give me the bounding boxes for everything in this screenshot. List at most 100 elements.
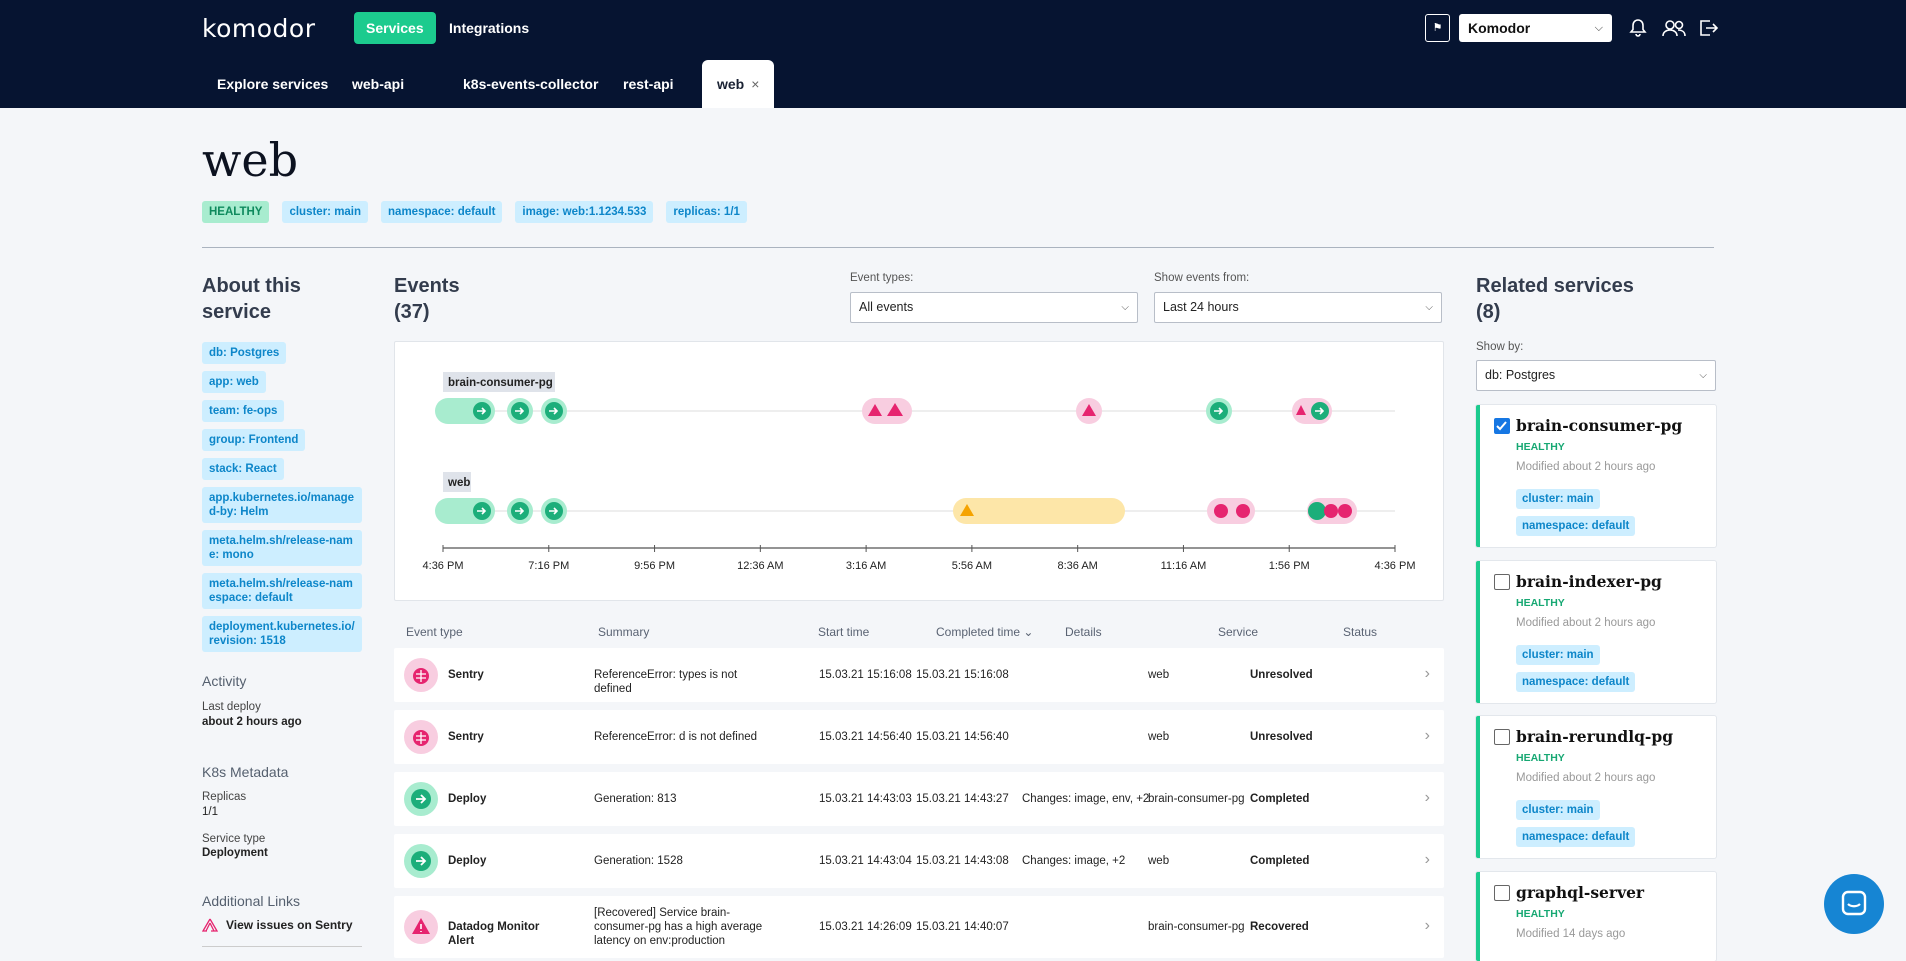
- tab-web-api[interactable]: web-api: [352, 76, 405, 92]
- service-health: HEALTHY: [1516, 752, 1565, 764]
- service-checkbox[interactable]: [1494, 418, 1510, 434]
- start-time-cell: 15.03.21 14:43:04: [819, 855, 912, 867]
- table-row[interactable]: Deploy Generation: 1528 15.03.21 14:43:04 1…: [394, 834, 1444, 888]
- tab-explore-services[interactable]: Explore services: [217, 76, 329, 92]
- related-service-card[interactable]: brain-consumer-pg HEALTHY Modified about 2…: [1476, 405, 1716, 547]
- about-title: About this service: [202, 275, 301, 323]
- tick-label: 4:36 PM: [1375, 560, 1416, 572]
- alert-group[interactable]: [862, 398, 912, 424]
- col-completed-time[interactable]: Completed time ⌄: [936, 625, 1033, 639]
- service-cell: brain-consumer-pg: [1148, 921, 1245, 933]
- cluster-badge: cluster: main: [282, 201, 369, 223]
- service-name: brain-consumer-pg: [1516, 416, 1683, 435]
- start-time-cell: 15.03.21 14:43:03: [819, 793, 912, 805]
- chevron-down-icon: ⌵: [1425, 302, 1433, 313]
- chat-button[interactable]: [1824, 874, 1884, 934]
- tick-label: 4:36 PM: [423, 560, 464, 572]
- bell-icon[interactable]: [1627, 17, 1649, 39]
- chevron-right-icon[interactable]: ›: [1424, 917, 1430, 934]
- chevron-right-icon[interactable]: ›: [1424, 851, 1430, 868]
- status-cell: Recovered: [1250, 921, 1309, 933]
- lane-label-bg: [443, 472, 471, 492]
- check-icon: [1496, 421, 1507, 431]
- chevron-right-icon[interactable]: ›: [1424, 789, 1430, 806]
- show-events-from-label: Show events from:: [1154, 272, 1250, 284]
- availability-warning-span[interactable]: [953, 498, 1125, 524]
- tab-k8s-events-collector[interactable]: k8s-events-collector: [463, 76, 599, 92]
- chevron-right-icon[interactable]: ›: [1424, 665, 1430, 682]
- col-service[interactable]: Service: [1218, 625, 1259, 639]
- table-row[interactable]: Sentry ReferenceError: d is not defined 15…: [394, 710, 1444, 764]
- col-status[interactable]: Status: [1343, 625, 1378, 639]
- service-checkbox[interactable]: [1494, 574, 1510, 590]
- bug-icon: [1214, 504, 1228, 518]
- show-by-value: db: Postgres: [1485, 368, 1556, 382]
- chevron-right-icon[interactable]: ›: [1424, 727, 1430, 744]
- tab-web[interactable]: web ×: [702, 60, 775, 108]
- nav-services-button[interactable]: Services: [354, 12, 436, 44]
- service-modified: Modified 14 days ago: [1516, 928, 1626, 940]
- related-services-label: Related services: [1476, 275, 1634, 297]
- nav-integrations-button[interactable]: Integrations: [449, 20, 530, 36]
- summary-cell: ReferenceError: d is not defined: [594, 731, 758, 743]
- users-icon[interactable]: [1661, 17, 1687, 39]
- tab-rest-api[interactable]: rest-api: [623, 76, 674, 92]
- deploy-arrow-icon: [404, 782, 438, 816]
- bug-icon: [404, 720, 438, 754]
- service-type-label: Service type: [202, 833, 266, 845]
- label-tag: stack: React: [202, 458, 284, 480]
- table-row[interactable]: Datadog Monitor Alert [Recovered] Service…: [394, 896, 1444, 958]
- events-count: (37): [394, 301, 430, 323]
- sentry-link[interactable]: View issues on Sentry: [202, 918, 353, 932]
- close-icon[interactable]: ×: [751, 76, 760, 92]
- lane-label-web: web: [447, 477, 470, 489]
- label-tag: app.kubernetes.io/managed-by: Helm: [202, 487, 362, 523]
- service-checkbox[interactable]: [1494, 729, 1510, 745]
- col-summary[interactable]: Summary: [598, 625, 650, 639]
- tab-web-label: web: [717, 76, 745, 92]
- tick-label: 7:16 PM: [528, 560, 569, 572]
- col-details[interactable]: Details: [1065, 625, 1102, 639]
- flag-icon[interactable]: ⚑: [1425, 14, 1450, 42]
- label-tag: app: web: [202, 371, 266, 393]
- sort-chevron-icon: ⌄: [1023, 625, 1034, 639]
- tick-label: 5:56 AM: [952, 560, 992, 572]
- table-row[interactable]: Deploy Generation: 813 15.03.21 14:43:03 15…: [394, 772, 1444, 826]
- tick-label: 12:36 AM: [737, 560, 783, 572]
- show-by-select[interactable]: db: Postgres ⌵: [1476, 360, 1716, 391]
- service-modified: Modified about 2 hours ago: [1516, 772, 1656, 784]
- show-events-from-select[interactable]: Last 24 hours ⌵: [1154, 292, 1442, 323]
- service-tag: cluster: main: [1516, 645, 1600, 665]
- events-title-label: Events: [394, 275, 460, 297]
- related-service-card[interactable]: graphql-server HEALTHY Modified 14 days ag…: [1476, 872, 1716, 961]
- alert-icon: [1082, 404, 1096, 416]
- service-checkbox[interactable]: [1494, 885, 1510, 901]
- account-select[interactable]: Komodor ⌵: [1459, 14, 1612, 42]
- lane-label-bg: [443, 372, 555, 392]
- table-row[interactable]: Sentry ReferenceError: types is not defin…: [394, 648, 1444, 702]
- details-cell: Changes: image, +2: [1022, 855, 1126, 867]
- service-cell: web: [1148, 669, 1170, 681]
- label-tag: group: Frontend: [202, 429, 306, 451]
- show-by-label: Show by:: [1476, 341, 1524, 353]
- logout-icon[interactable]: [1697, 17, 1719, 39]
- komodor-logo[interactable]: komodor: [202, 14, 316, 43]
- activity-title: Activity: [202, 673, 247, 689]
- summary-cell: ReferenceError: types is not defined: [594, 669, 738, 695]
- start-time-cell: 15.03.21 14:56:40: [819, 731, 912, 743]
- service-modified: Modified about 2 hours ago: [1516, 617, 1656, 629]
- completed-time-cell: 15.03.21 14:40:07: [916, 921, 1009, 933]
- k8s-metadata-title: K8s Metadata: [202, 764, 289, 780]
- chevron-down-icon: ⌵: [1699, 370, 1707, 381]
- completed-time-cell: 15.03.21 14:43:27: [916, 793, 1009, 805]
- service-cell: brain-consumer-pg: [1148, 793, 1245, 805]
- service-tag: namespace: default: [1516, 516, 1636, 536]
- related-service-card[interactable]: brain-indexer-pg HEALTHY Modified about 2 …: [1476, 561, 1716, 703]
- related-service-card[interactable]: brain-rerundlq-pg HEALTHY Modified about 2…: [1476, 716, 1716, 858]
- tick-label: 8:36 AM: [1057, 560, 1097, 572]
- event-types-select[interactable]: All events ⌵: [850, 292, 1138, 323]
- col-start-time[interactable]: Start time: [818, 625, 870, 639]
- col-event-type[interactable]: Event type: [406, 625, 463, 639]
- bug-icon: [1338, 504, 1352, 518]
- status-cell: Unresolved: [1250, 669, 1313, 681]
